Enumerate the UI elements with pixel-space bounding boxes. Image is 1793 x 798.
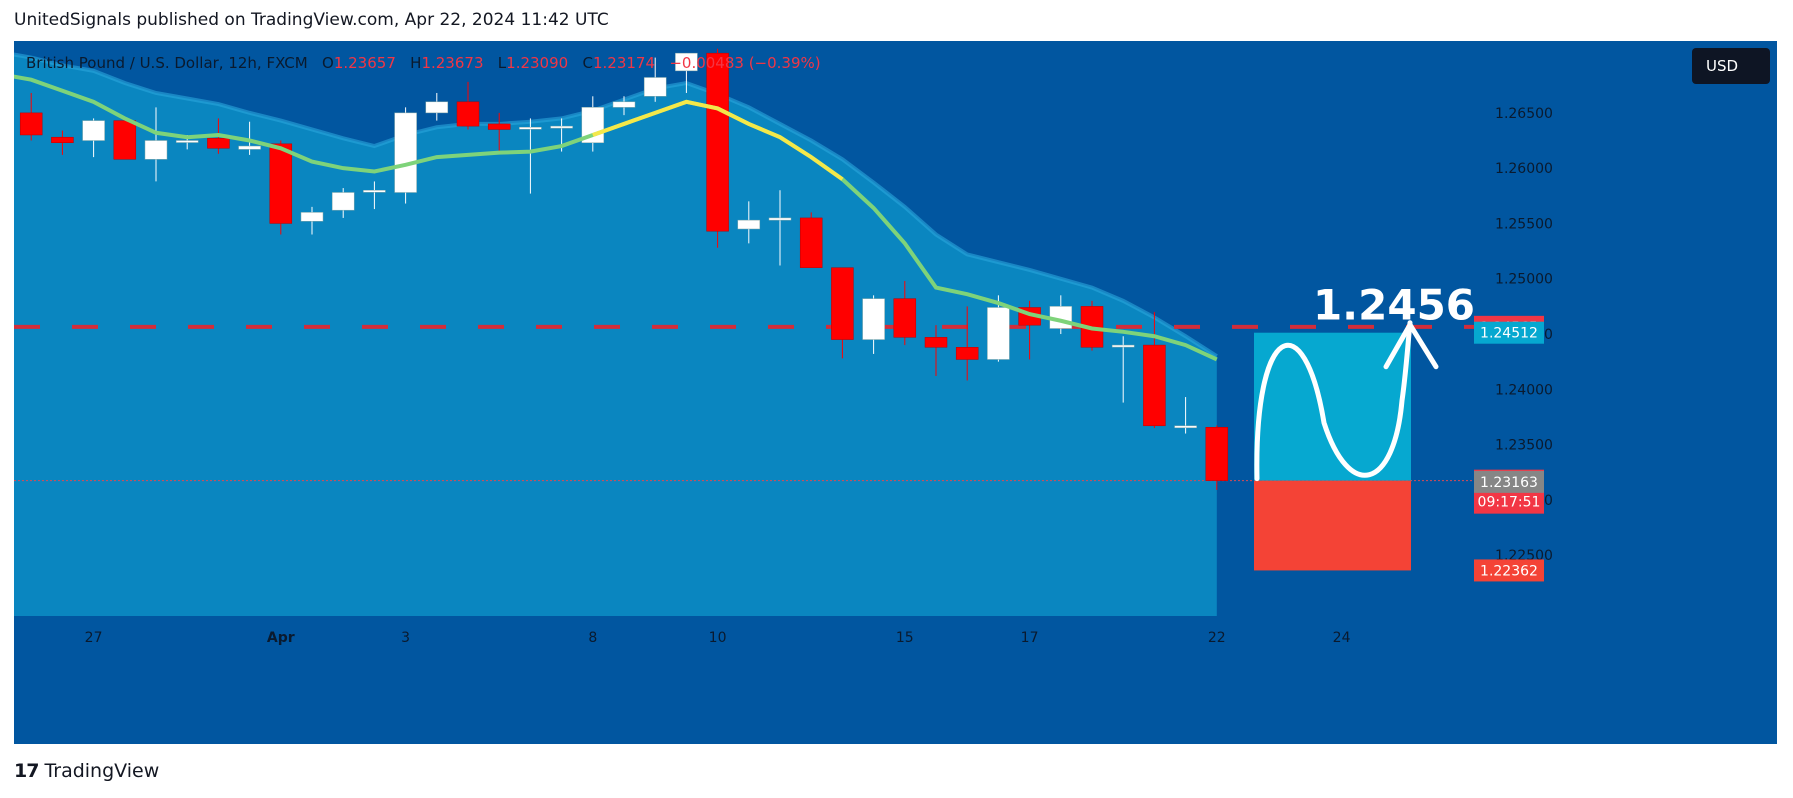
tradingview-logo-icon: 17 [14,760,39,782]
footer-brand[interactable]: 17 TradingView [14,760,159,782]
candle-body [675,52,698,72]
time-axis-strip [14,616,1476,744]
chart-area[interactable]: 1.24561.225001.230001.235001.240001.2450… [14,41,1777,744]
candle-body [175,140,199,143]
time-tick-label: 15 [896,630,914,646]
stop-price-badge-bg [1474,559,1544,582]
time-tick-label: 24 [1333,630,1351,646]
target-arrow-icon [1383,322,1439,370]
secondary-price-badge: 1.23163 [1480,475,1538,491]
candle-body [987,307,1010,360]
candle-body [331,192,355,211]
box-top-price-badge: 1.24512 [1480,326,1538,342]
target-zone-box [1254,332,1411,481]
time-tick-label: 17 [1021,630,1039,646]
low-value: 1.23090 [506,54,569,72]
projection-wave-path [1254,320,1413,482]
candle-body [955,347,979,360]
candle-body [643,77,667,97]
candle-body [487,123,511,130]
candle-body [768,217,792,221]
stop-price-badge: 1.22362 [1480,563,1538,579]
candle-body [862,298,885,340]
candle-body [456,101,480,127]
secondary-price-badge-bg [1474,470,1544,493]
candle-body [1143,344,1166,427]
candle-body [394,112,417,193]
publish-header: UnitedSignals published on TradingView.c… [14,10,609,30]
candle-body [269,143,293,224]
ema-highlight-line [592,99,844,181]
time-tick-label: 3 [401,630,410,646]
time-tick-label: 27 [85,630,103,646]
price-tick-label: 1.26000 [1495,161,1553,177]
candle-body [831,267,854,340]
open-value: 1.23657 [333,54,396,72]
candle-body [363,190,386,193]
symbol-name[interactable]: British Pound / U.S. Dollar, 12h, FXCM [26,54,308,72]
change-value: −0.00483 (−0.39%) [669,54,821,72]
stop-zone-box [1254,480,1411,571]
candle-body [706,52,729,232]
band-upper-line [14,52,1218,358]
price-tick-label: 1.24000 [1495,382,1553,398]
low-label: L [497,54,507,72]
candle-body [924,337,948,348]
bar-countdown: 09:17:51 [1478,495,1541,511]
price-tick-label: 1.25500 [1495,216,1553,232]
brand-name: TradingView [44,760,160,782]
candle-body [113,120,137,160]
time-tick-label: 10 [709,630,727,646]
candle-body [1111,344,1135,348]
candle-body [1205,426,1229,481]
high-label: H [410,54,422,72]
time-tick-label: 8 [588,630,597,646]
candle-body [19,112,43,136]
price-tick-label: 1.26500 [1495,106,1553,122]
price-chart[interactable]: 1.24561.225001.230001.235001.240001.2450… [14,41,1777,744]
candle-body [612,101,636,108]
price-axis [1476,41,1777,744]
candle-body [300,212,324,222]
candle-body [207,138,230,149]
currency-button[interactable]: USD [1692,48,1770,84]
candle-body [51,136,74,143]
candle-body [144,140,168,160]
target-annotation-text: 1.2456 [1313,280,1475,329]
candle-body [425,101,449,114]
high-value: 1.23673 [421,54,484,72]
price-tick-label: 1.25000 [1495,272,1553,288]
candle-body [1174,425,1197,429]
candle-body [82,120,105,141]
price-tick-label: 1.23500 [1495,438,1553,454]
candle-body [737,219,761,230]
time-tick-label: Apr [267,630,295,646]
candle-body [799,217,823,268]
candle-body [238,145,261,150]
close-label: C [582,54,593,72]
box-top-price-badge-bg [1474,321,1544,344]
candle-body [893,298,917,338]
ema-band-area [14,54,1217,616]
time-tick-label: 22 [1208,630,1226,646]
symbol-legend[interactable]: British Pound / U.S. Dollar, 12h, FXCM O… [26,54,821,72]
open-label: O [322,54,334,72]
candle-body [519,127,542,130]
candle-body [550,125,573,129]
close-value: 1.23174 [592,54,656,72]
